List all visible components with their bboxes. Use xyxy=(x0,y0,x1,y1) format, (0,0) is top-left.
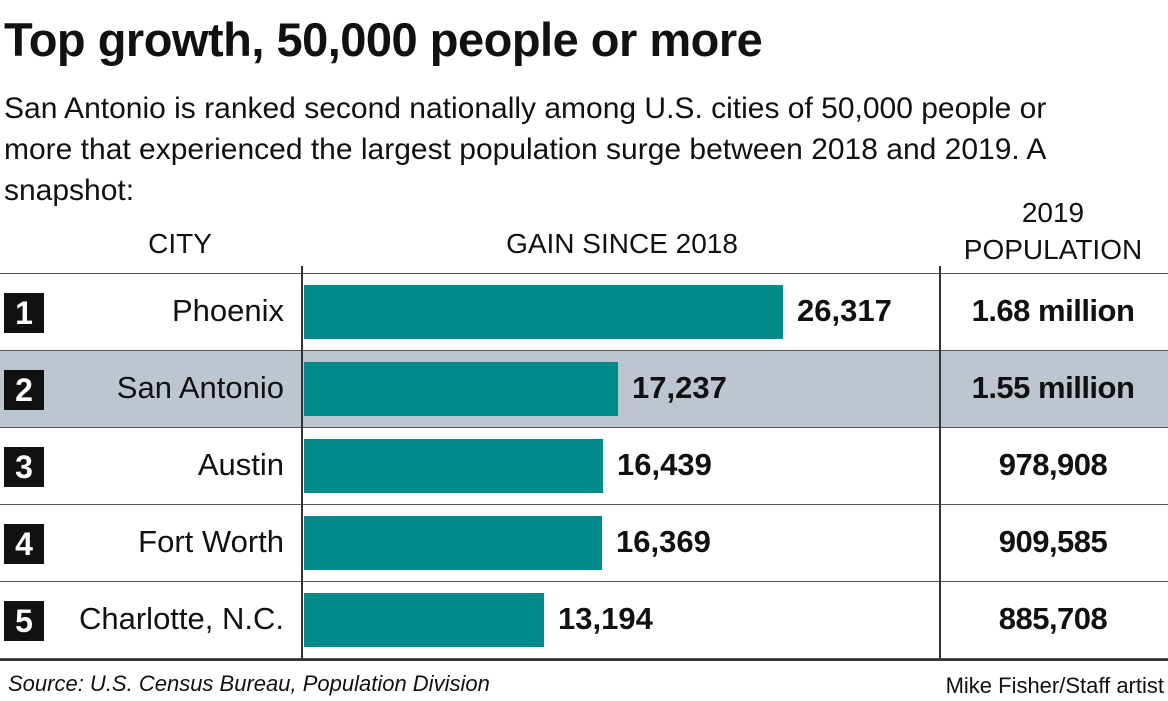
gain-bar xyxy=(304,439,603,493)
column-header-population-line1: 2019 xyxy=(1021,197,1085,228)
column-header-population: 2019 POPULATION xyxy=(942,194,1164,268)
rank-badge: 5 xyxy=(4,601,44,641)
gain-value-label: 17,237 xyxy=(632,370,727,405)
chart-title: Top growth, 50,000 people or more xyxy=(4,13,763,66)
population-value: 909,585 xyxy=(998,524,1108,559)
table-row: 4 Fort Worth 16,369 909,585 xyxy=(0,505,1168,582)
gain-bar xyxy=(304,593,544,647)
bottom-divider xyxy=(0,659,1168,661)
table-row: 1 Phoenix 26,317 1.68 million xyxy=(0,274,1168,351)
city-label: Fort Worth xyxy=(138,524,284,559)
source-note: Source: U.S. Census Bureau, Population D… xyxy=(8,671,490,696)
rank-badge: 1 xyxy=(4,293,44,333)
chart-subtitle: San Antonio is ranked second nationally … xyxy=(4,92,1047,207)
population-value: 885,708 xyxy=(998,601,1108,636)
credit-note: Mike Fisher/Staff artist xyxy=(945,673,1164,698)
column-header-gain: GAIN SINCE 2018 xyxy=(506,228,738,259)
population-value: 1.68 million xyxy=(971,293,1135,328)
gain-value-label: 16,439 xyxy=(617,447,712,482)
table-row: 3 Austin 16,439 978,908 xyxy=(0,428,1168,505)
column-header-population-line2: POPULATION xyxy=(963,234,1143,265)
population-value: 1.55 million xyxy=(971,370,1135,405)
city-label: Charlotte, N.C. xyxy=(78,601,284,636)
bar-axis-line xyxy=(301,266,303,660)
gain-bar xyxy=(304,516,602,570)
table-row: 5 Charlotte, N.C. 13,194 885,708 xyxy=(0,582,1168,659)
header-divider xyxy=(0,273,1168,274)
city-label: Austin xyxy=(197,447,284,482)
gain-value-label: 26,317 xyxy=(797,293,892,328)
table-row: 2 San Antonio 17,237 1.55 million xyxy=(0,351,1168,428)
population-value: 978,908 xyxy=(998,447,1108,482)
gain-value-label: 13,194 xyxy=(558,601,653,636)
rank-badge: 4 xyxy=(4,524,44,564)
city-label: Phoenix xyxy=(171,293,284,328)
gain-value-label: 16,369 xyxy=(616,524,711,559)
gain-bar xyxy=(304,362,618,416)
gain-bar xyxy=(304,285,783,339)
population-divider xyxy=(939,266,941,660)
rank-badge: 3 xyxy=(4,447,44,487)
city-label: San Antonio xyxy=(116,370,284,405)
rank-badge: 2 xyxy=(4,370,44,410)
column-header-city: CITY xyxy=(148,228,212,259)
